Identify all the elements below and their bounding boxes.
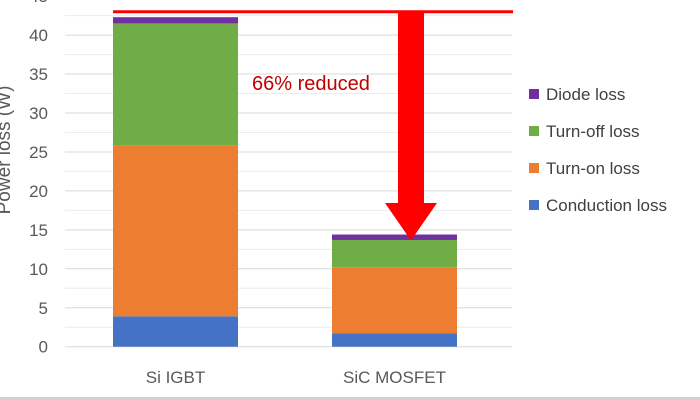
- y-tick-label: 15: [29, 221, 48, 240]
- y-tick-label: 10: [29, 260, 48, 279]
- y-tick-label: 5: [39, 299, 48, 318]
- bar-segment: [332, 333, 457, 347]
- y-tick-label: 45: [29, 0, 48, 6]
- legend-label: Turn-on loss: [546, 159, 640, 178]
- bar-segment: [113, 145, 238, 317]
- x-category-label: Si IGBT: [146, 368, 206, 387]
- reduction-arrow: [385, 11, 437, 241]
- annotation-text: 66% reduced: [252, 73, 370, 95]
- legend-label: Diode loss: [546, 85, 625, 104]
- legend-swatch: [529, 163, 539, 173]
- bar-segment: [113, 17, 238, 24]
- bar-segment: [332, 239, 457, 268]
- y-tick-label: 40: [29, 26, 48, 45]
- bottom-border: [0, 397, 700, 400]
- y-axis-label: Power loss (W): [0, 86, 15, 215]
- x-category-label: SiC MOSFET: [343, 368, 446, 387]
- bar-segment: [332, 267, 457, 334]
- y-tick-label: 30: [29, 104, 48, 123]
- legend-swatch: [529, 200, 539, 210]
- bar-segment: [332, 234, 457, 240]
- bar-segment: [113, 316, 238, 347]
- y-tick-label: 35: [29, 65, 48, 84]
- legend-swatch: [529, 89, 539, 99]
- legend-label: Conduction loss: [546, 196, 667, 215]
- y-tick-label: 20: [29, 182, 48, 201]
- legend-swatch: [529, 126, 539, 136]
- bar-segment: [113, 23, 238, 146]
- y-tick-label: 0: [39, 338, 48, 357]
- legend-label: Turn-off loss: [546, 122, 640, 141]
- y-tick-label: 25: [29, 143, 48, 162]
